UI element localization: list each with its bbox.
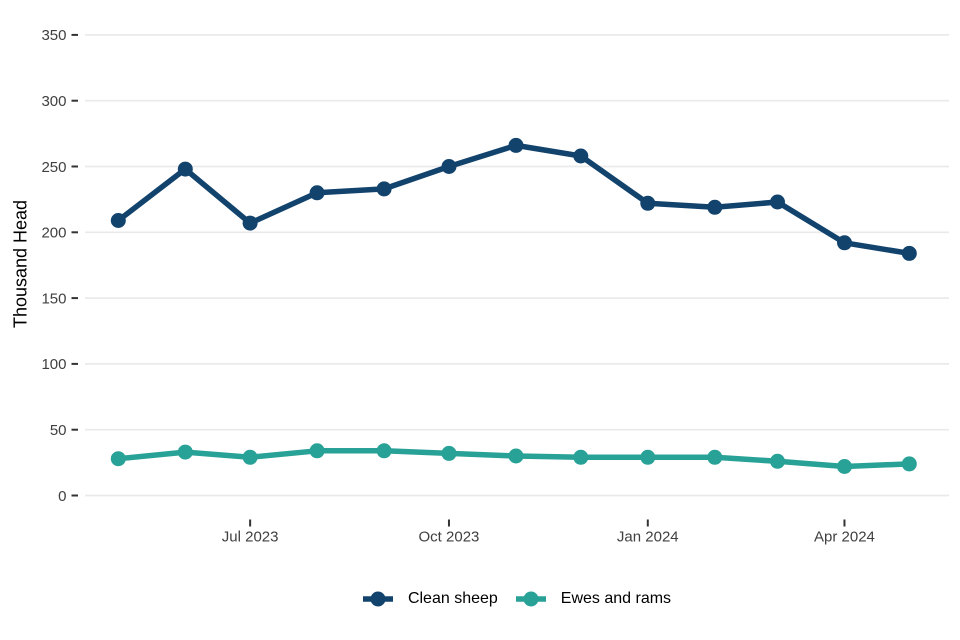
data-point bbox=[901, 245, 917, 261]
data-point bbox=[309, 443, 325, 459]
data-point bbox=[837, 459, 852, 474]
data-point bbox=[508, 137, 524, 153]
data-point bbox=[573, 148, 589, 164]
legend-item-clean-sheep: Clean sheep bbox=[361, 590, 498, 608]
data-point bbox=[640, 195, 656, 211]
data-point bbox=[376, 443, 392, 459]
series-ewes-and-rams bbox=[110, 443, 917, 474]
data-point bbox=[242, 449, 258, 465]
y-tick-label: 100 bbox=[41, 356, 66, 373]
data-point bbox=[573, 449, 589, 465]
legend-label-clean-sheep: Clean sheep bbox=[407, 590, 498, 607]
data-point bbox=[376, 181, 392, 197]
y-tick-label: 200 bbox=[41, 225, 66, 242]
y-tick-label: 0 bbox=[58, 488, 66, 505]
data-point bbox=[441, 445, 457, 461]
data-point bbox=[707, 199, 723, 215]
legend-label-ewes-and-rams: Ewes and rams bbox=[560, 590, 672, 607]
ewes-and-rams-line-marker-icon bbox=[515, 591, 546, 607]
data-point bbox=[770, 453, 785, 469]
x-tick-label: Jan 2024 bbox=[617, 529, 679, 546]
legend-item-ewes-and-rams: Ewes and rams bbox=[514, 590, 671, 608]
legend: Clean sheep Ewes and rams bbox=[85, 585, 947, 613]
data-point bbox=[242, 215, 258, 231]
data-point bbox=[441, 159, 457, 174]
y-tick-label: 300 bbox=[41, 93, 66, 110]
data-point bbox=[837, 235, 852, 251]
data-point bbox=[177, 444, 193, 460]
y-tick-label: 50 bbox=[50, 422, 67, 439]
y-tick-label: 250 bbox=[41, 159, 66, 176]
y-axis-title: Thousand Head bbox=[10, 199, 31, 329]
data-point bbox=[110, 451, 126, 467]
data-point bbox=[177, 161, 193, 177]
x-tick-label: Jul 2023 bbox=[222, 529, 279, 546]
data-point bbox=[508, 448, 524, 464]
y-tick-label: 150 bbox=[41, 290, 66, 307]
data-point bbox=[901, 456, 917, 472]
data-point bbox=[309, 185, 325, 201]
data-point bbox=[770, 194, 785, 210]
data-point bbox=[110, 213, 126, 228]
data-point bbox=[707, 449, 723, 465]
x-tick-label: Apr 2024 bbox=[814, 529, 875, 546]
clean-sheep-line-marker-icon bbox=[362, 591, 393, 607]
y-tick-label: 350 bbox=[41, 27, 66, 44]
x-tick-label: Oct 2023 bbox=[419, 529, 480, 546]
series-line bbox=[115, 142, 913, 257]
data-point bbox=[640, 449, 656, 465]
series-clean-sheep bbox=[110, 137, 917, 261]
